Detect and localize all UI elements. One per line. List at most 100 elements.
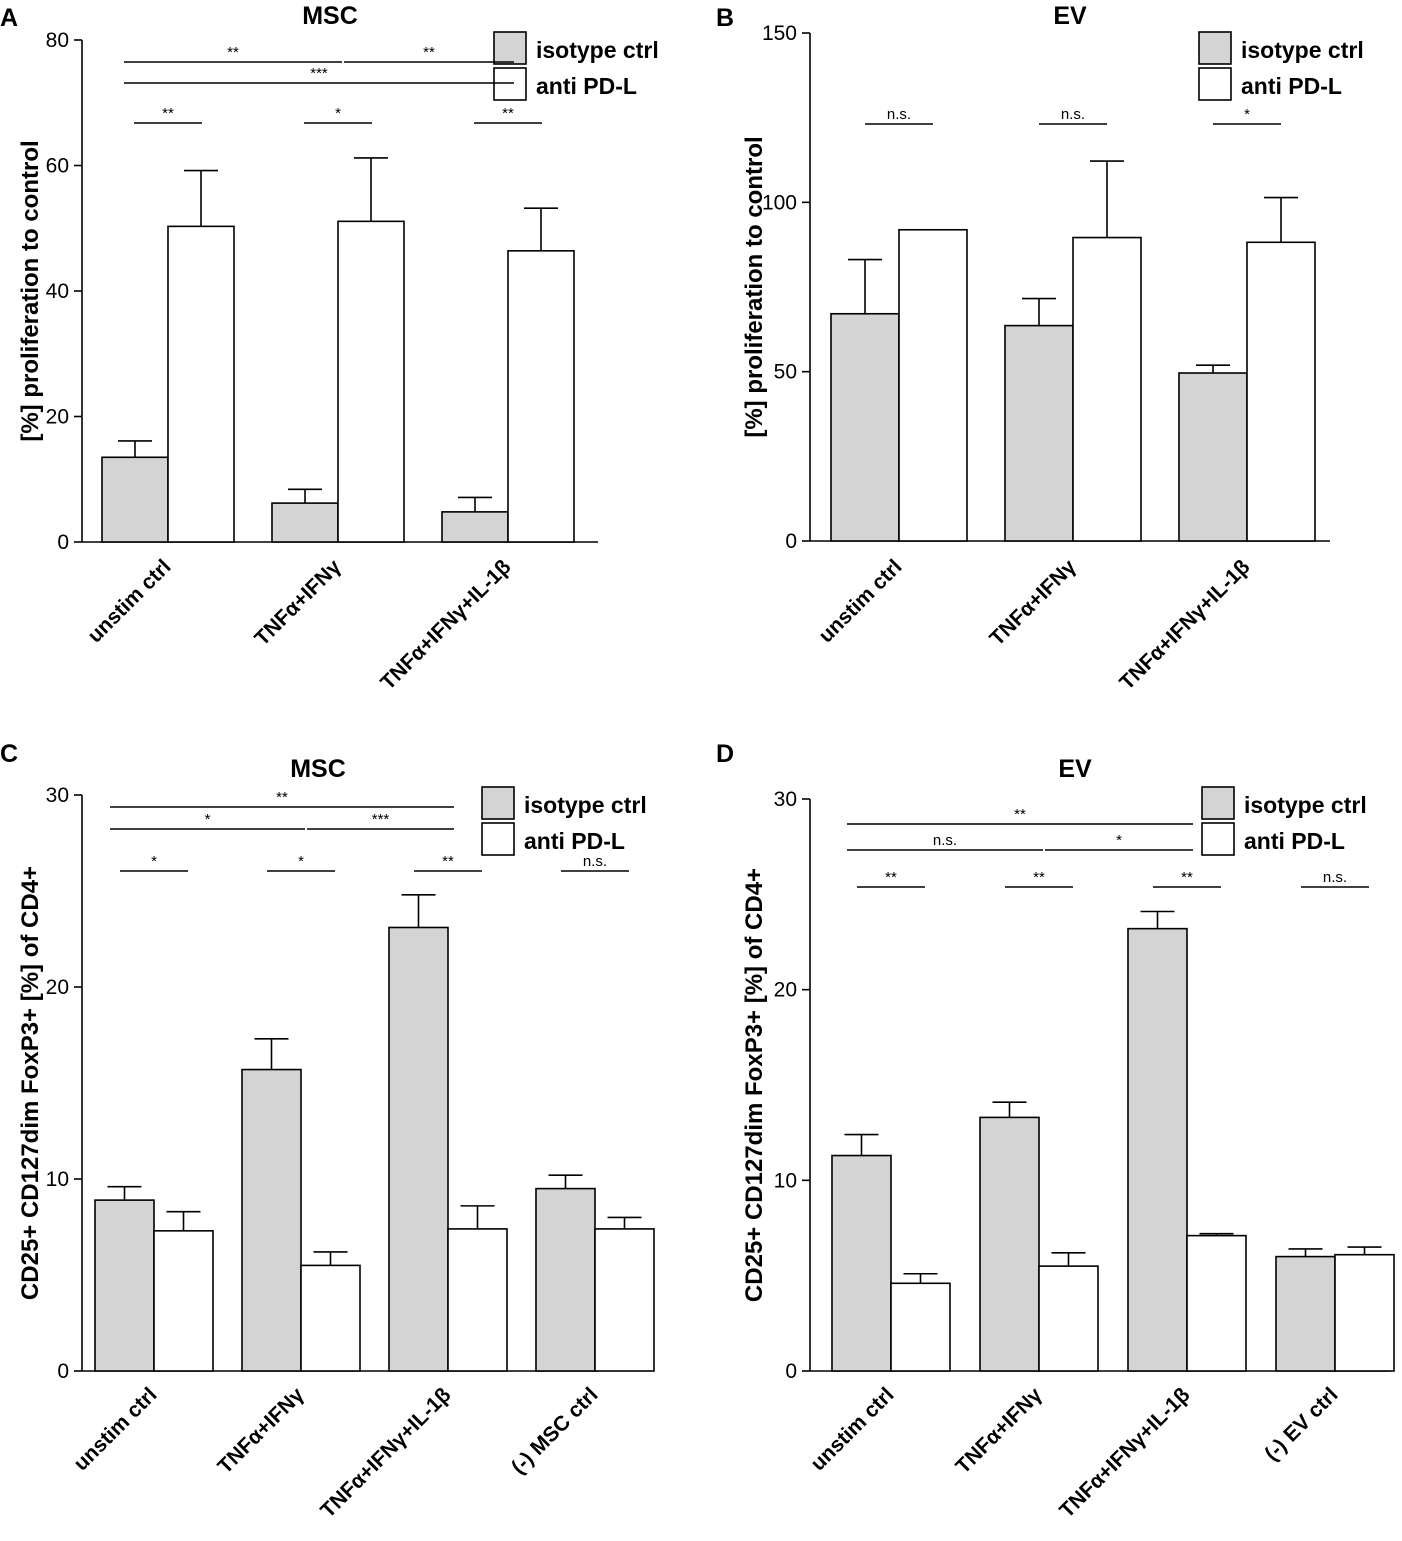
legend-swatch-isotype [481,786,515,820]
legend-label: anti PD-L [1241,73,1342,99]
y-tick-label: 0 [57,1360,69,1383]
bar-isotype-ctrl [241,1068,302,1372]
significance-label: ** [1033,869,1045,886]
significance-label: n.s. [583,853,607,870]
significance-label: ** [502,105,514,122]
bar-isotype-ctrl [831,1154,892,1372]
chart-title: EV [1053,2,1087,30]
x-category-label: TNFα+IFNγ+IL-1β [1115,555,1254,694]
bar-anti-pd-l [1186,1234,1247,1372]
y-tick-label: 50 [774,361,797,384]
bar-isotype-ctrl [101,456,169,543]
bar-anti-pd-l [890,1282,951,1372]
legend-swatch-isotype [1198,31,1232,65]
x-category-label: unstim ctrl [806,1383,898,1475]
significance-label: ** [423,44,435,61]
x-category-label: TNFα+IFNγ+IL-1β [1055,1383,1194,1522]
y-tick-label: 20 [46,406,69,429]
y-axis-label: [%] proliferation to control [741,136,768,437]
x-category-label: TNFα+IFNγ+IL-1β [316,1383,455,1522]
significance-label: n.s. [1323,869,1347,886]
bar-isotype-ctrl [979,1116,1040,1372]
bar-isotype-ctrl [1127,927,1188,1372]
significance-label: * [1244,106,1250,123]
significance-label: * [151,853,157,870]
legend-label: isotype ctrl [524,792,647,818]
legend-swatch-isotype [493,31,527,65]
legend-swatch-anti-pd-l [1198,67,1232,101]
y-tick-label: 30 [46,784,69,807]
panel-letter: D [716,740,734,768]
significance-label: n.s. [887,106,911,123]
y-tick-label: 20 [774,979,797,1002]
bar-anti-pd-l [1334,1253,1395,1372]
significance-label: *** [372,811,390,828]
significance-label: n.s. [1061,106,1085,123]
panel-a: A MSC [%] proliferation to control 0 20 40 60 8… [0,2,659,695]
bar-anti-pd-l [898,228,968,542]
x-category-label: TNFα+IFNγ+IL-1β [376,555,515,694]
y-tick-label: 10 [774,1169,797,1192]
legend-label: anti PD-L [524,828,625,854]
y-tick-label: 60 [46,155,69,178]
y-axis-label: CD25+ CD127dim FoxP3+ [%] of CD4+ [17,866,44,1300]
y-tick-label: 20 [46,976,69,999]
bar-isotype-ctrl [1004,324,1074,542]
panel-letter: A [0,4,18,32]
bar-isotype-ctrl [441,511,509,543]
bar-isotype-ctrl [830,312,900,542]
y-tick-label: 30 [774,788,797,811]
significance-label: ** [227,44,239,61]
x-category-label: TNFα+IFNγ [985,555,1080,650]
y-tick-label: 10 [46,1168,69,1191]
x-category-label: TNFα+IFNγ [213,1383,308,1478]
significance-label: ** [1014,806,1026,823]
panel-letter: B [716,4,734,32]
x-category-label: unstim ctrl [69,1383,161,1475]
chart-title: EV [1058,755,1092,783]
y-axis-label: [%] proliferation to control [17,140,44,441]
bar-anti-pd-l [507,250,575,543]
x-category-label: TNFα+IFNγ [250,555,345,650]
significance-label: * [1116,832,1122,849]
legend-label: isotype ctrl [1244,792,1367,818]
panel-d: D EV CD25+ CD127dim FoxP3+ [%] of CD4+ 0 10 2… [716,740,1395,1523]
bar-isotype-ctrl [271,502,339,543]
panel-letter: C [0,740,18,768]
bar-isotype-ctrl [388,926,449,1372]
x-category-label: (-) MSC ctrl [507,1383,602,1478]
significance-label: ** [276,789,288,806]
legend-swatch-anti-pd-l [493,67,527,101]
bar-anti-pd-l [337,220,405,543]
bar-isotype-ctrl [1275,1255,1336,1372]
significance-label: ** [442,853,454,870]
x-category-label: TNFα+IFNγ [951,1383,1046,1478]
x-category-label: unstim ctrl [83,555,175,647]
chart-title: MSC [302,2,358,30]
legend-swatch-isotype [1201,786,1235,820]
x-category-label: unstim ctrl [814,555,906,647]
significance-label: ** [885,869,897,886]
bar-anti-pd-l [300,1264,361,1372]
significance-label: ** [162,105,174,122]
bar-anti-pd-l [594,1228,655,1372]
legend-label: isotype ctrl [536,37,659,63]
bar-isotype-ctrl [94,1199,155,1372]
significance-label: * [205,811,211,828]
significance-label: n.s. [933,832,957,849]
significance-label: * [335,105,341,122]
chart-title: MSC [290,755,346,783]
panel-c: C MSC CD25+ CD127dim FoxP3+ [%] of CD4+ 0 10… [0,740,655,1523]
y-tick-label: 150 [762,22,797,45]
legend-label: isotype ctrl [1241,37,1364,63]
legend-swatch-anti-pd-l [481,822,515,856]
y-tick-label: 40 [46,280,69,303]
significance-label: * [298,853,304,870]
bar-anti-pd-l [153,1230,214,1372]
panel-b: B EV [%] proliferation to control 0 50 100 150… [716,2,1364,695]
legend-label: anti PD-L [536,73,637,99]
y-axis-label: CD25+ CD127dim FoxP3+ [%] of CD4+ [741,868,768,1302]
bar-isotype-ctrl [1178,372,1248,542]
legend-label: anti PD-L [1244,828,1345,854]
